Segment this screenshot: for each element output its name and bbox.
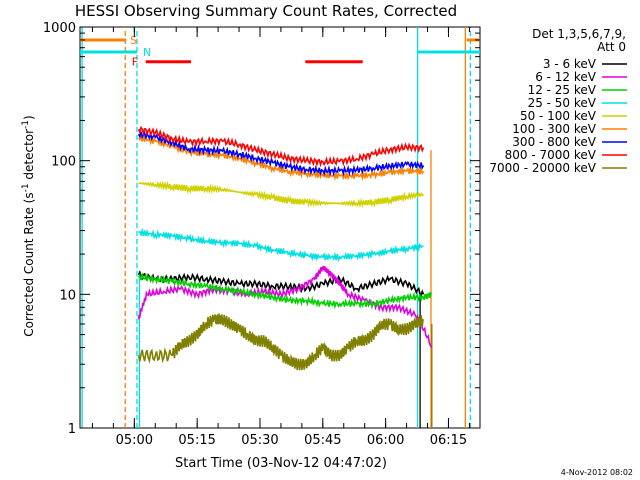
- y-tick-label: 1: [68, 422, 76, 437]
- timestamp: 4-Nov-2012 08:02: [561, 468, 633, 477]
- legend-label: 25 - 50 keV: [528, 96, 597, 110]
- flag-label-f: F: [132, 56, 138, 69]
- series-line: [137, 270, 425, 297]
- y-label-mid: detector: [22, 129, 36, 184]
- legend-label: 50 - 100 keV: [520, 109, 597, 123]
- x-tick-label: 05:45: [304, 433, 341, 448]
- legend-label: 800 - 7000 keV: [505, 148, 597, 162]
- flag-label-s: S: [130, 34, 137, 47]
- series-line: [137, 271, 433, 310]
- series-line: [138, 227, 424, 263]
- y-axis-label: Corrected Count Rate (s-1 detector-1): [21, 115, 36, 336]
- legend-label: 12 - 25 keV: [528, 83, 597, 97]
- chart-title: HESSI Observing Summary Count Rates, Cor…: [75, 2, 457, 20]
- legend-label: 7000 - 20000 keV: [489, 161, 596, 175]
- series-line: [137, 133, 425, 182]
- x-axis-label: Start Time (03-Nov-12 04:47:02): [175, 456, 387, 471]
- y-label-sup2: -1: [21, 120, 31, 129]
- legend-label: 6 - 12 keV: [535, 70, 597, 84]
- legend-header-line1: Det 1,3,5,6,7,9,: [532, 27, 626, 41]
- y-label-sup1: -1: [21, 183, 31, 192]
- y-tick-label: 1000: [43, 21, 76, 36]
- flag-bars: [80, 38, 480, 64]
- x-tick-label: 05:30: [241, 433, 278, 448]
- plot-area: S N F: [79, 26, 481, 429]
- y-label-end: ): [22, 115, 36, 120]
- y-tick-label: 100: [51, 155, 76, 170]
- x-tick-label: 06:00: [367, 433, 404, 448]
- legend-label: 3 - 6 keV: [543, 57, 597, 71]
- vertical-markers: [81, 27, 472, 428]
- series-line: [137, 125, 425, 168]
- x-axis: 05:00 05:15 05:30 05:45 06:00 06:15: [91, 27, 470, 448]
- legend-label: 300 - 800 keV: [512, 135, 596, 149]
- series-line: [137, 131, 425, 177]
- legend-label: 100 - 300 keV: [512, 122, 596, 136]
- y-label-main: Corrected Count Rate (s: [22, 192, 36, 336]
- series-line: [137, 312, 425, 371]
- x-tick-label: 05:15: [178, 433, 215, 448]
- x-tick-label: 05:00: [116, 433, 153, 448]
- x-tick-label: 06:15: [430, 433, 467, 448]
- plot-frame: [79, 26, 481, 429]
- y-tick-label: 10: [59, 288, 76, 303]
- flag-label-n: N: [143, 46, 151, 59]
- legend-header-line2: Att 0: [597, 40, 626, 54]
- y-axis: 1 10 100 1000: [43, 21, 480, 437]
- series-layer: [137, 125, 433, 371]
- series-line: [138, 180, 425, 209]
